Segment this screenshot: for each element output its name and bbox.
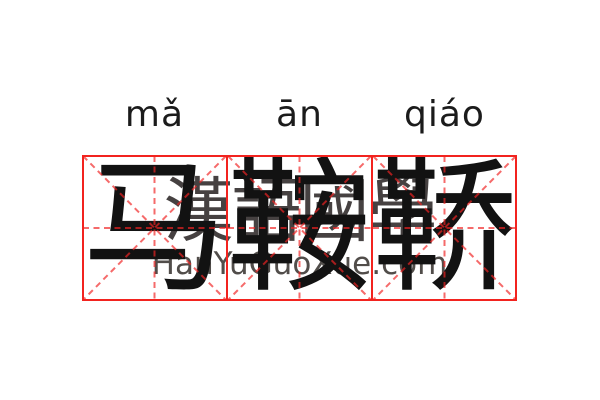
- character-cell-3: 鞒: [372, 155, 517, 301]
- pinyin-syllable-3: qiáo: [404, 94, 485, 135]
- pinyin-syllable-2: ān: [276, 94, 323, 135]
- character-cell-2: 鞍: [227, 155, 372, 301]
- hanzi-character-1: 马: [82, 143, 227, 313]
- character-row: 马 鞍 鞒: [82, 155, 517, 301]
- pinyin-syllable-1: mǎ: [124, 94, 185, 135]
- character-cell-1: 马: [82, 155, 227, 301]
- hanzi-character-3: 鞒: [372, 143, 517, 313]
- hanzi-character-2: 鞍: [227, 143, 372, 313]
- pinyin-row: mǎ ān qiáo: [82, 93, 517, 139]
